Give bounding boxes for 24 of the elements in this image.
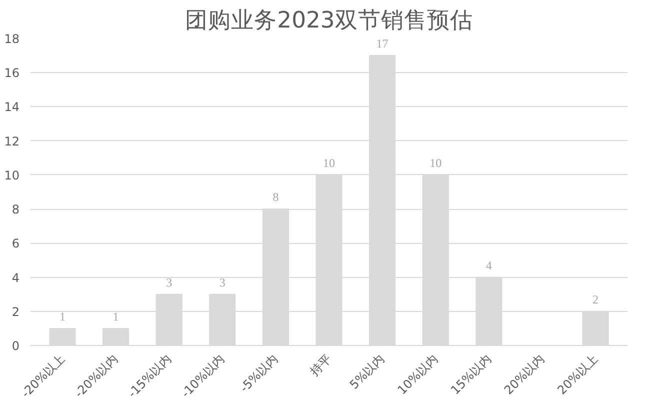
data-label: 8 xyxy=(272,190,279,204)
x-tick-label: 持平 xyxy=(307,352,334,378)
data-label: 4 xyxy=(486,258,492,272)
data-label: 1 xyxy=(59,309,66,324)
data-label: 10 xyxy=(430,156,442,170)
y-tick-label: 16 xyxy=(4,66,20,80)
data-label: 3 xyxy=(166,275,172,290)
y-tick-label: 12 xyxy=(4,134,20,148)
y-tick-label: 4 xyxy=(12,270,20,285)
data-label: 10 xyxy=(323,156,335,170)
y-tick-label: 18 xyxy=(4,32,20,46)
y-tick-label: 6 xyxy=(12,236,20,251)
y-tick-label: 8 xyxy=(12,202,20,217)
y-tick-label: 0 xyxy=(12,339,20,353)
chart-title: 团购业务2023双节销售预估 xyxy=(185,8,473,34)
y-tick-label: 2 xyxy=(12,304,20,319)
data-label: 1 xyxy=(112,309,119,324)
y-tick-label: 14 xyxy=(4,100,20,114)
x-tick-label: -5%以内 xyxy=(237,352,281,395)
data-label: 17 xyxy=(376,36,388,51)
data-label: 3 xyxy=(219,275,226,290)
x-tick-label: 5%以内 xyxy=(346,352,388,392)
y-tick-label: 10 xyxy=(4,168,20,182)
data-label: 2 xyxy=(592,292,599,306)
